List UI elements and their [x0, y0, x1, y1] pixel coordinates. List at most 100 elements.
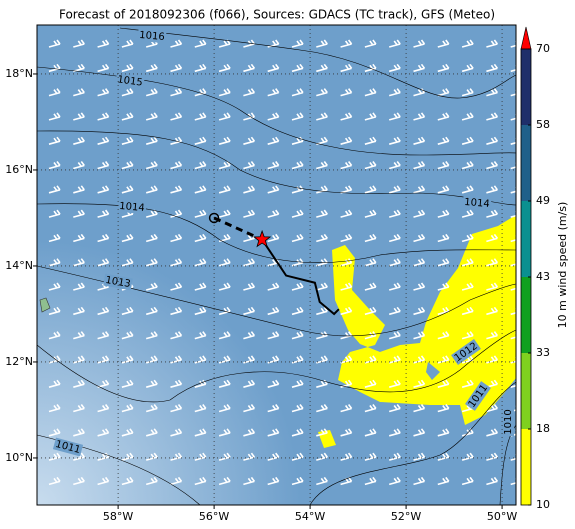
- wind-barb: [413, 331, 426, 340]
- wind-barb: [388, 282, 401, 291]
- wind-barb: [194, 306, 207, 316]
- wind-barb: [48, 282, 61, 291]
- wind-barb: [388, 404, 401, 413]
- wind-barb: [218, 88, 231, 97]
- wind-barb: [267, 63, 280, 73]
- wind-barb: [437, 185, 450, 194]
- wind-barb: [486, 428, 499, 437]
- wind-barb: [170, 233, 183, 243]
- wind-barb: [340, 306, 353, 316]
- wind-barb: [388, 39, 401, 48]
- wind-barb: [316, 209, 328, 218]
- wind-barb: [316, 428, 328, 437]
- wind-barb: [170, 306, 183, 316]
- wind-barb: [316, 404, 328, 413]
- wind-barb: [413, 209, 426, 218]
- wind-barb: [291, 88, 304, 97]
- wind-barb: [340, 428, 353, 437]
- wind-barb: [437, 282, 450, 291]
- wind-barb: [73, 185, 85, 194]
- wind-barb: [121, 452, 134, 461]
- wind-barb: [194, 282, 207, 291]
- colorbar-tick-label: 10: [536, 498, 550, 511]
- wind-barb: [194, 379, 207, 388]
- origin-marker: [208, 212, 220, 224]
- wind-barb: [437, 63, 450, 73]
- isobar-label-bg: [115, 73, 145, 89]
- wind-barb: [291, 185, 304, 194]
- wind-barb: [194, 404, 207, 413]
- wind-barb: [121, 112, 134, 121]
- isobar: [36, 329, 517, 403]
- wind-barb: [388, 209, 401, 218]
- wind-barb: [170, 428, 183, 437]
- wind-barb: [145, 63, 158, 73]
- wind-barb: [73, 282, 85, 291]
- wind-barb: [145, 428, 158, 437]
- wind-barb: [461, 233, 474, 243]
- y-tick-label: 12°N: [5, 355, 33, 368]
- isobar-label-bg: [465, 381, 491, 411]
- wind-barb: [388, 452, 401, 461]
- wind-barb: [48, 258, 61, 267]
- wind-barb: [170, 452, 183, 461]
- wind-barb: [73, 233, 85, 243]
- colorbar-tick-label: 49: [536, 194, 550, 207]
- wind-barb: [97, 209, 110, 218]
- wind-barb: [121, 136, 134, 145]
- wind-barb: [461, 306, 474, 316]
- wind-barb: [170, 476, 183, 486]
- wind-barb: [486, 39, 499, 48]
- x-tick-label: 56°W: [199, 510, 229, 523]
- wind-barb: [461, 136, 474, 145]
- wind-barb: [218, 185, 231, 194]
- isobar-label-bg: [52, 437, 84, 457]
- wind-barb: [413, 112, 426, 121]
- wind-barb: [413, 428, 426, 437]
- wind-barb: [340, 161, 353, 170]
- wind-barb: [437, 331, 450, 340]
- wind-barb: [316, 379, 328, 388]
- wind-barb: [194, 452, 207, 461]
- wind-barb: [364, 428, 377, 437]
- wind-barb: [145, 306, 158, 316]
- wind-barb: [291, 306, 304, 316]
- wind-barb: [364, 306, 377, 316]
- wind-barb: [218, 63, 231, 73]
- wind-barb: [267, 379, 280, 388]
- wind-barb: [486, 112, 499, 121]
- wind-barb: [316, 233, 328, 243]
- colorbar-tick-label: 70: [536, 42, 550, 55]
- wind-barb: [145, 355, 158, 364]
- wind-barb: [388, 331, 401, 340]
- wind-barb: [364, 88, 377, 97]
- wind-barb: [461, 39, 474, 48]
- wind-barb: [267, 331, 280, 340]
- wind-barb: [437, 452, 450, 461]
- wind-barb: [486, 258, 499, 267]
- wind-barb: [194, 355, 207, 364]
- wind-barb: [461, 452, 474, 461]
- wind-barb: [218, 136, 231, 145]
- wind-barb: [388, 161, 401, 170]
- wind-barb: [291, 428, 304, 437]
- isobar-label-bg: [502, 408, 514, 436]
- wind-barb: [97, 63, 110, 73]
- colorbar-tick-label: 43: [536, 270, 550, 283]
- wind-barb: [243, 476, 256, 486]
- wind-barb: [388, 355, 401, 364]
- wind-barb: [364, 258, 377, 267]
- wind-barb: [461, 476, 474, 486]
- wind-barb: [170, 379, 183, 388]
- wind-barb: [73, 355, 85, 364]
- wind-barb: [73, 428, 85, 437]
- wind-barb: [388, 63, 401, 73]
- wind-barb: [218, 379, 231, 388]
- wind-barb: [340, 63, 353, 73]
- wind-barb: [364, 233, 377, 243]
- wind-barb: [218, 209, 231, 218]
- wind-barb: [194, 185, 207, 194]
- wind-barb: [486, 233, 499, 243]
- wind-barb: [267, 88, 280, 97]
